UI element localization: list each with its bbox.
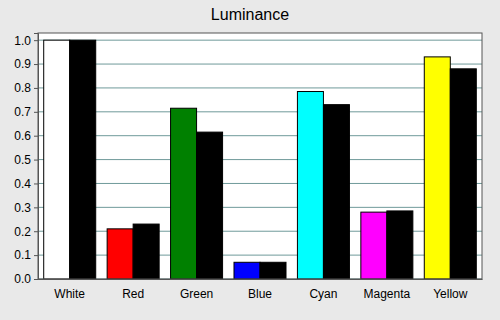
x-tick: Cyan: [309, 279, 337, 301]
grid-line: [38, 40, 482, 41]
y-tick: 0.7: [14, 105, 38, 119]
y-tick-label: 1.0: [14, 34, 31, 48]
bar: [297, 92, 323, 279]
y-tick-mark: [34, 207, 38, 208]
bar: [450, 69, 476, 279]
y-tick-label: 0.3: [14, 201, 31, 215]
x-tick-label: Blue: [248, 287, 272, 301]
x-tick-label: Green: [180, 287, 213, 301]
y-tick: 0.3: [14, 201, 38, 215]
series: [44, 40, 451, 279]
y-tick-mark: [34, 231, 38, 232]
y-tick-label: 0.4: [14, 177, 31, 191]
background: [0, 0, 500, 320]
y-tick-label: 0.8: [14, 81, 31, 95]
y-tick-label: 0.9: [14, 57, 31, 71]
y-tick: 0.2: [14, 225, 38, 239]
grid-line: [38, 135, 482, 136]
title: Luminance: [211, 6, 289, 23]
grid-line: [38, 207, 482, 208]
y-tick-mark: [34, 183, 38, 184]
y-tick-mark: [34, 112, 38, 113]
x-axis: White Red Green Blue Cyan Magenta Yellow: [39, 279, 483, 301]
y-tick-mark: [34, 160, 38, 161]
grid-line: [38, 159, 482, 160]
grid-line: [38, 231, 482, 232]
y-tick-label: 0.1: [14, 248, 31, 262]
bar: [234, 262, 260, 279]
x-tick: White: [54, 279, 85, 301]
x-tick: Magenta: [364, 279, 411, 301]
chart: Luminance 0.0 0.1 0.2 0.3 0.4 0.5 0.6 0.7 0.8 0.9 1…: [0, 0, 500, 320]
x-tick-label: Red: [122, 287, 144, 301]
y-tick-label: 0.2: [14, 225, 31, 239]
bar: [70, 40, 96, 279]
bar: [107, 229, 133, 279]
y-axis-line: [34, 34, 39, 280]
bar: [424, 57, 450, 279]
plot: 0.0 0.1 0.2 0.3 0.4 0.5 0.6 0.7 0.8 0.9 1.0 White Re…: [14, 33, 482, 301]
bar: [44, 40, 70, 279]
x-tick: Yellow: [433, 279, 468, 301]
plot-background: [38, 33, 482, 279]
bar: [387, 211, 413, 279]
x-axis-line: [39, 279, 483, 280]
bar: [260, 262, 286, 279]
y-tick: 0.0: [14, 272, 38, 286]
grid-line: [38, 183, 482, 184]
bars: [44, 40, 477, 279]
y-tick-mark: [34, 64, 38, 65]
bar: [197, 132, 223, 279]
x-tick: Red: [122, 279, 144, 301]
bar: [323, 105, 349, 279]
y-axis: 0.0 0.1 0.2 0.3 0.4 0.5 0.6 0.7 0.8 0.9 1.0: [14, 34, 38, 287]
y-tick: 0.9: [14, 57, 38, 71]
grid: [38, 40, 482, 279]
y-tick: 0.5: [14, 153, 38, 167]
y-tick: 0.1: [14, 248, 38, 262]
y-tick-label: 0.5: [14, 153, 31, 167]
x-tick-label: Magenta: [364, 287, 411, 301]
y-tick: 0.8: [14, 81, 38, 95]
y-tick-mark: [34, 279, 38, 280]
bar: [361, 212, 387, 279]
bar: [133, 224, 159, 279]
y-tick-label: 0.6: [14, 129, 31, 143]
y-tick-label: 0.0: [14, 272, 31, 286]
grid-line: [38, 87, 482, 88]
y-tick-mark: [34, 136, 38, 137]
x-tick-label: Cyan: [309, 287, 337, 301]
y-tick: 0.6: [14, 129, 38, 143]
grid-line: [38, 111, 482, 112]
y-tick-mark: [34, 88, 38, 89]
grid-line: [38, 255, 482, 256]
x-tick-label: White: [54, 287, 85, 301]
series: [70, 40, 477, 279]
bar: [171, 108, 197, 279]
y-tick-label: 0.7: [14, 105, 31, 119]
x-tick-label: Yellow: [433, 287, 468, 301]
plot-frame: [38, 33, 482, 279]
y-tick-mark: [34, 40, 38, 41]
y-tick: 0.4: [14, 177, 38, 191]
x-tick: Green: [180, 279, 213, 301]
x-tick: Blue: [248, 279, 272, 301]
y-tick: 1.0: [14, 34, 38, 48]
grid-line: [38, 64, 482, 65]
y-tick-mark: [34, 255, 38, 256]
